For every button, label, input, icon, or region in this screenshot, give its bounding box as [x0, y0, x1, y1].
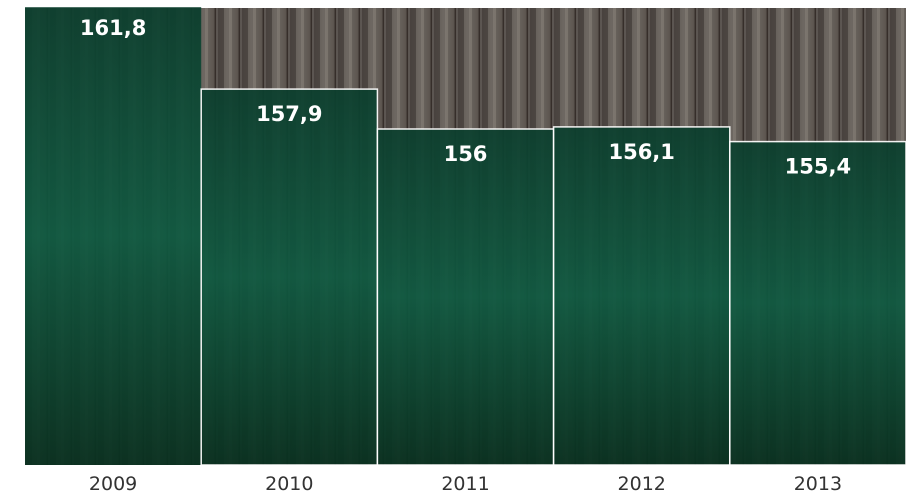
bar [729, 140, 907, 466]
x-tick-label: 2010 [265, 473, 313, 493]
bar [552, 126, 731, 466]
plot: 161,8 2009 157,9 2010 156 2011 156,1 2012 155,4 2… [25, 7, 907, 493]
x-tick-label: 2011 [441, 473, 489, 493]
x-tick-label: 2012 [618, 473, 666, 493]
bar [376, 128, 555, 466]
x-tick-label: 2013 [794, 473, 842, 493]
x-tick-label: 2009 [89, 473, 137, 493]
value-label: 156,1 [608, 140, 674, 164]
value-label: 157,9 [256, 102, 322, 126]
bar [200, 88, 379, 466]
bar [25, 7, 202, 465]
value-label: 156 [444, 142, 488, 166]
value-label: 161,8 [80, 16, 146, 40]
value-label: 155,4 [785, 155, 851, 179]
